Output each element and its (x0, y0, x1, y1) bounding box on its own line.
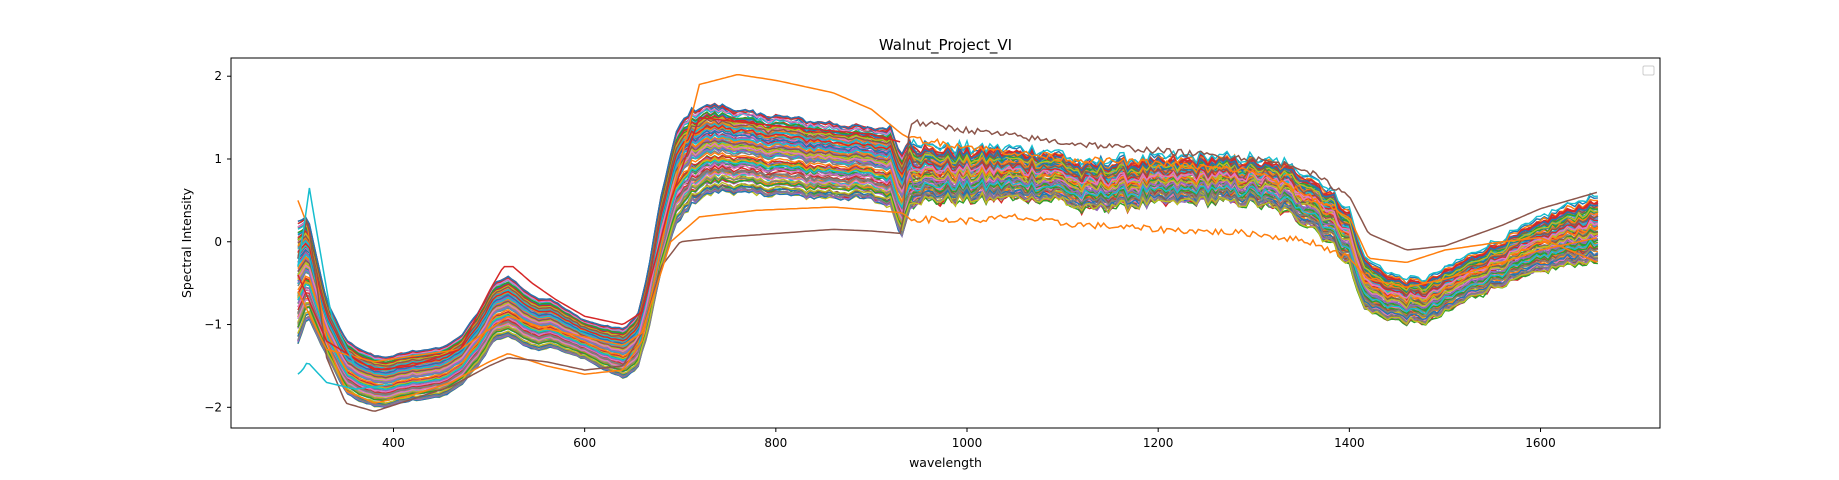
x-axis: 400 600 800 1000 1200 1400 1600 (382, 428, 1556, 450)
x-axis-label: wavelength (909, 455, 982, 470)
x-tick-label: 800 (764, 436, 787, 450)
y-tick-label: −2 (204, 400, 222, 414)
spectrum-line (297, 146, 1598, 383)
x-tick-label: 1400 (1334, 436, 1365, 450)
outlier-spectrum-line (297, 206, 1598, 363)
spectrum-line (297, 124, 1598, 371)
y-axis-label: Spectral Intensity (179, 187, 194, 298)
outlier-spectrum-line (297, 116, 901, 371)
spectrum-line (297, 162, 1599, 393)
y-tick-label: −1 (204, 318, 222, 332)
legend-box (1642, 65, 1655, 76)
y-tick-label: 2 (214, 69, 222, 83)
spectrum-line (297, 116, 1599, 366)
spectrum-line (297, 167, 1599, 395)
x-tick-label: 600 (573, 436, 596, 450)
spectrum-line (297, 126, 1598, 372)
spectrum-line (297, 110, 1598, 363)
spectrum-line (297, 181, 1598, 404)
spectrum-line (297, 118, 1599, 367)
spectrum-line (297, 151, 1599, 387)
x-tick-label: 1000 (952, 436, 983, 450)
outlier-spectrum-line (297, 187, 356, 367)
x-tick-label: 1200 (1143, 436, 1174, 450)
y-axis: −2 −1 0 1 2 (204, 69, 231, 414)
x-tick-label: 400 (382, 436, 405, 450)
chart-title: Walnut_Project_VI (879, 36, 1012, 55)
outlier-spectrum-line (297, 74, 1598, 404)
spectrum-line (297, 142, 1599, 381)
outlier-spectrum-line (297, 362, 393, 390)
outlier-spectrum-line (297, 118, 1598, 412)
y-tick-label: 0 (214, 235, 222, 249)
plot-frame (230, 57, 1661, 429)
x-tick-label: 1600 (1525, 436, 1556, 450)
series-layer (297, 74, 1599, 412)
y-tick-label: 1 (214, 152, 222, 166)
spectrum-line (297, 102, 1598, 359)
